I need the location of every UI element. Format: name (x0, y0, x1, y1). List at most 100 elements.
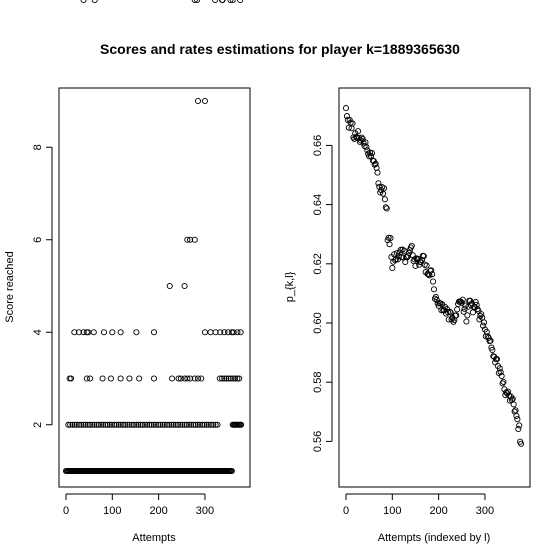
rate-point (426, 272, 433, 279)
score-point (231, 375, 239, 382)
score-point (75, 421, 83, 428)
score-point (135, 421, 142, 428)
score-point (229, 0, 236, 4)
rate-point (408, 242, 415, 249)
score-point (168, 421, 175, 428)
score-point (115, 421, 122, 428)
score-point (219, 375, 226, 382)
rate-point (489, 346, 496, 353)
rate-point (473, 301, 480, 308)
score-point (136, 375, 143, 382)
score-point (184, 375, 191, 382)
score-point (214, 421, 221, 428)
rate-y-axis-label: p_{k,l} (284, 271, 296, 302)
score-point (217, 329, 224, 336)
score-point (221, 375, 228, 382)
score-point (117, 421, 124, 428)
score-point (109, 329, 116, 336)
score-point (191, 0, 198, 4)
rate-point (382, 204, 389, 211)
score-point (117, 329, 124, 336)
rate-point (430, 278, 437, 285)
score-point (128, 421, 135, 428)
score-point (67, 421, 74, 428)
rate-point (505, 388, 512, 395)
score-point (150, 421, 158, 428)
score-point (91, 421, 98, 428)
score-point (80, 0, 87, 4)
rate-y-tick-label: 0.64 (312, 194, 324, 215)
score-point (126, 421, 133, 428)
rate-point (487, 337, 494, 344)
score-point (107, 375, 114, 382)
rate-point (447, 309, 454, 316)
score-point (192, 421, 199, 428)
rate-y-tick-label: 0.60 (312, 312, 324, 333)
rate-point (516, 422, 523, 429)
rate-point (446, 308, 453, 315)
score-point (89, 421, 96, 428)
score-point (71, 421, 78, 428)
score-point (104, 421, 111, 428)
score-plot-frame (58, 87, 251, 488)
rate-point (442, 310, 450, 317)
rate-point (405, 252, 412, 259)
rate-plot-frame (338, 87, 531, 488)
score-point (230, 375, 237, 382)
rate-point (498, 372, 505, 380)
score-point (221, 329, 228, 336)
rate-point (392, 257, 399, 264)
score-point (169, 375, 176, 382)
rate-point (518, 440, 525, 447)
rate-y-axis: 0.56 0.58 0.60 0.62 0.64 0.66 (312, 135, 333, 452)
score-point (117, 375, 124, 382)
rate-point (475, 307, 482, 314)
rate-point (354, 128, 362, 135)
score-point (223, 375, 230, 382)
score-point (212, 329, 219, 336)
rate-point (460, 308, 467, 315)
rate-panel: 0 100 200 300 0.56 0.58 0.60 0.62 0.64 0.66 Atte… (284, 87, 531, 544)
rate-x-axis: 0 100 200 300 (343, 493, 494, 517)
rate-point (493, 356, 501, 363)
rate-point (457, 298, 464, 305)
rate-point (464, 312, 471, 319)
score-point (65, 421, 72, 428)
rate-point (429, 271, 436, 278)
score-y-axis: 2 4 6 8 (32, 144, 53, 428)
rate-point (453, 312, 460, 319)
score-point (227, 0, 234, 4)
score-y-tick-label: 6 (32, 237, 44, 243)
score-point (179, 421, 186, 428)
chart-title: Scores and rates estimations for player … (100, 41, 460, 57)
score-point (133, 421, 140, 428)
score-y-tick-label: 8 (32, 144, 44, 150)
score-point (161, 421, 168, 428)
rate-point (372, 160, 379, 167)
rate-point (358, 134, 365, 141)
score-point (68, 375, 75, 382)
score-point (181, 421, 188, 428)
rate-point (387, 234, 394, 242)
score-point (126, 375, 133, 382)
rate-point (454, 306, 461, 313)
rate-point (363, 143, 370, 150)
rate-point (418, 256, 426, 264)
score-point (78, 421, 85, 428)
score-point (198, 375, 205, 382)
score-point (91, 0, 98, 4)
score-point (137, 421, 144, 428)
score-point (163, 421, 171, 428)
score-point (187, 236, 194, 243)
score-point (155, 421, 162, 428)
score-point (201, 97, 208, 105)
score-point (69, 421, 76, 428)
score-x-tick-label: 0 (63, 505, 69, 517)
score-point (203, 421, 210, 428)
score-point (227, 375, 234, 382)
score-x-tick-label: 300 (196, 505, 214, 517)
rate-point (469, 309, 476, 316)
score-y-tick-label: 2 (32, 422, 44, 428)
rate-x-tick-label: 0 (343, 505, 349, 517)
score-point (175, 375, 182, 382)
